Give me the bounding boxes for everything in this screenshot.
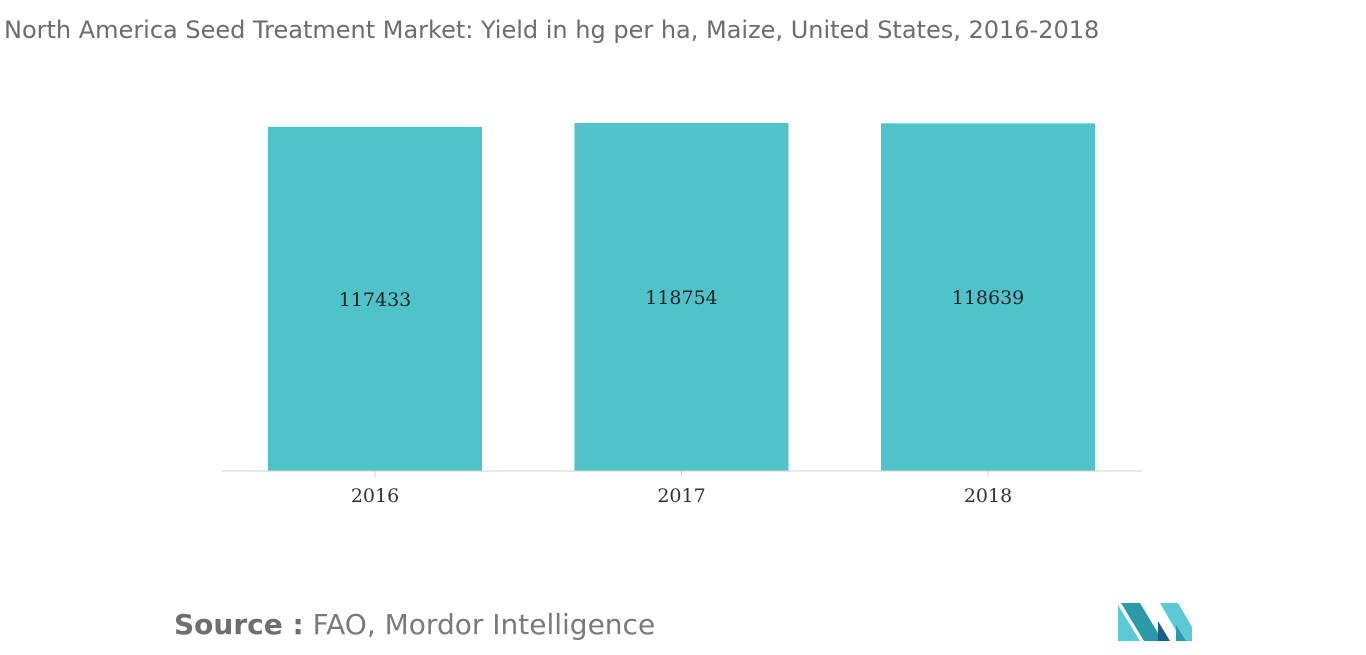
chart-title: North America Seed Treatment Market: Yie… (4, 16, 1100, 44)
source-note: Source : FAO, Mordor Intelligence (174, 608, 655, 641)
bar-2017 (574, 123, 789, 471)
mordor-intelligence-logo-icon (1118, 603, 1192, 641)
x-ticks-layer: 2016 2017 2018 (351, 471, 1012, 507)
source-text: FAO, Mordor Intelligence (312, 608, 656, 641)
source-label: Source : (174, 608, 304, 641)
data-label-2017: 118754 (645, 287, 718, 309)
x-tick-label-2018: 2018 (964, 485, 1012, 507)
bars-layer (268, 123, 1095, 471)
x-tick-label-2016: 2016 (351, 485, 399, 507)
data-label-2016: 117433 (339, 289, 412, 311)
bar-2016 (268, 126, 482, 471)
bar-chart: 117433 118754 118639 2016 2017 2018 (222, 123, 1142, 507)
bar-2018 (881, 123, 1095, 471)
data-label-2018: 118639 (952, 287, 1025, 309)
x-tick-label-2017: 2017 (657, 485, 705, 507)
data-labels-layer: 117433 118754 118639 (339, 287, 1025, 311)
